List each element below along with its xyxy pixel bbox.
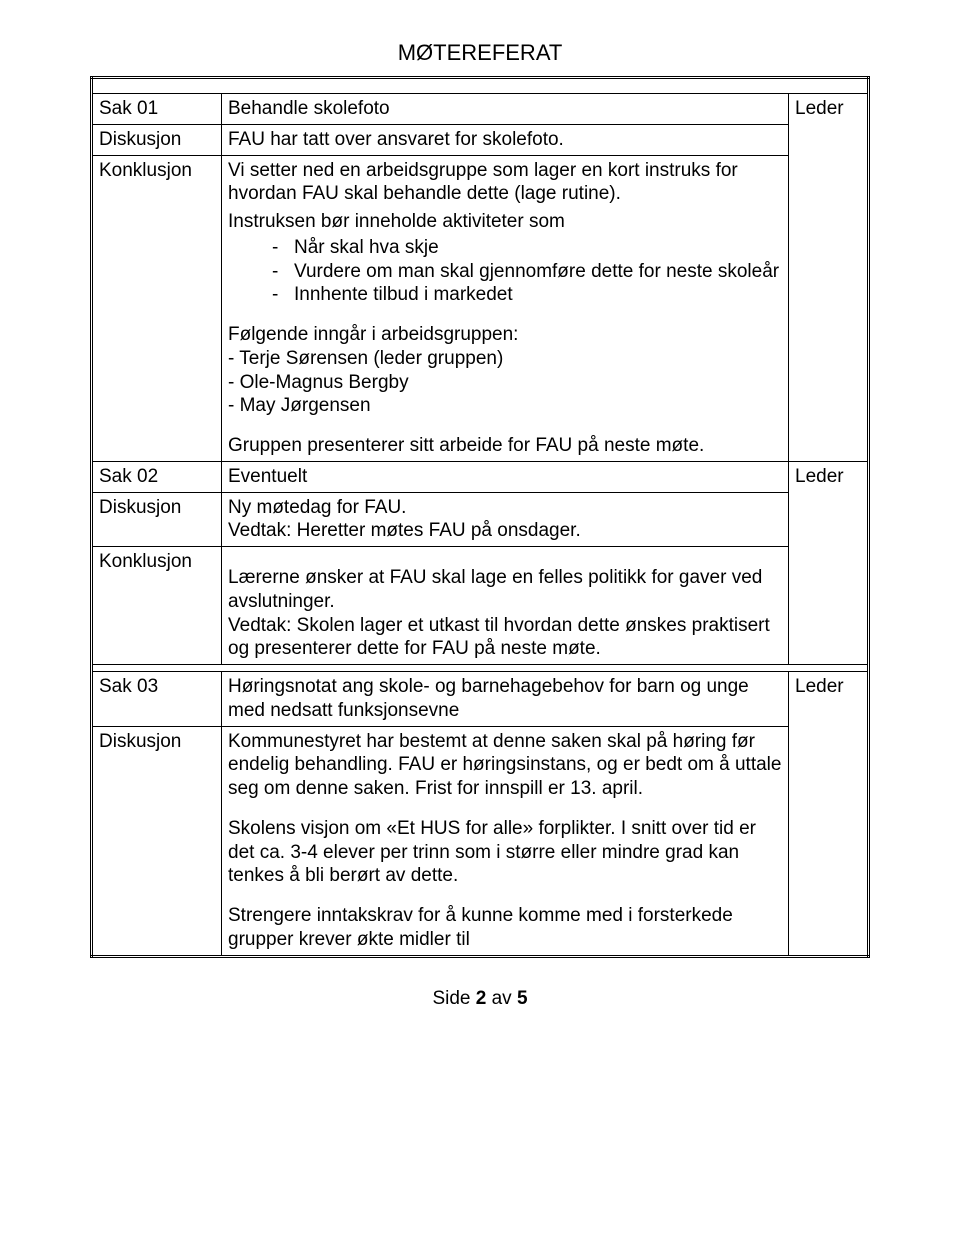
sak01-arbeidsgruppe-item: - Ole-Magnus Bergby	[228, 371, 782, 395]
sak02-diskusjon-label: Diskusjon	[92, 492, 222, 547]
header-spacer	[92, 78, 869, 94]
sak03-diskusjon-p1: Kommunestyret har bestemt at denne saken…	[228, 730, 782, 801]
sak01-bullet: Innhente tilbud i markedet	[272, 283, 782, 307]
sak02-id: Sak 02	[92, 461, 222, 492]
sak02-diskusjon-l1: Ny møtedag for FAU.	[228, 496, 782, 520]
sak03-diskusjon-p3: Strengere inntakskrav for å kunne komme …	[228, 904, 782, 952]
sak01-arbeidsgruppe-item: - May Jørgensen	[228, 394, 782, 418]
sak01-bullet: Vurdere om man skal gjennomføre dette fo…	[272, 260, 782, 284]
footer-av: av	[492, 988, 512, 1009]
sak01-bullet: Når skal hva skje	[272, 236, 782, 260]
document-title: MØTEREFERAT	[90, 40, 870, 66]
sak01-diskusjon-label: Diskusjon	[92, 124, 222, 155]
page-footer: Side 2 av 5	[90, 988, 870, 1010]
minutes-table: Sak 01 Behandle skolefoto Leder Diskusjo…	[90, 76, 870, 958]
sak01-arbeidsgruppe-item: - Terje Sørensen (leder gruppen)	[228, 347, 782, 371]
sak03-id: Sak 03	[92, 672, 222, 727]
sak01-title: Behandle skolefoto	[222, 94, 789, 125]
sak01-leder: Leder	[789, 94, 869, 462]
sak02-konkl-p1: Lærerne ønsker at FAU skal lage en felle…	[228, 566, 782, 614]
sak02-diskusjon-l2: Vedtak: Heretter møtes FAU på onsdager.	[228, 519, 782, 543]
sak02-diskusjon: Ny møtedag for FAU. Vedtak: Heretter møt…	[222, 492, 789, 547]
sak01-bullets: Når skal hva skje Vurdere om man skal gj…	[228, 236, 782, 307]
sak03-title: Høringsnotat ang skole- og barnehagebeho…	[222, 672, 789, 727]
sak02-konklusjon: Lærerne ønsker at FAU skal lage en felle…	[222, 547, 789, 665]
footer-total: 5	[517, 988, 528, 1009]
footer-side: Side	[432, 988, 470, 1009]
sak01-konklusjon-label: Konklusjon	[92, 155, 222, 461]
sak01-konklusjon: Vi setter ned en arbeidsgruppe som lager…	[222, 155, 789, 461]
sak01-arbeidsgruppe-head: Følgende inngår i arbeidsgruppen:	[228, 323, 782, 347]
sak01-id: Sak 01	[92, 94, 222, 125]
sak01-konkl-intro2: Instruksen bør inneholde aktiviteter som	[228, 210, 782, 234]
sak01-diskusjon: FAU har tatt over ansvaret for skolefoto…	[222, 124, 789, 155]
sak02-title: Eventuelt	[222, 461, 789, 492]
footer-page: 2	[476, 988, 487, 1009]
section-spacer	[92, 665, 869, 672]
sak03-diskusjon-label: Diskusjon	[92, 726, 222, 956]
sak02-leder: Leder	[789, 461, 869, 664]
sak03-diskusjon: Kommunestyret har bestemt at denne saken…	[222, 726, 789, 956]
sak01-present: Gruppen presenterer sitt arbeide for FAU…	[228, 434, 782, 458]
sak03-diskusjon-p2: Skolens visjon om «Et HUS for alle» forp…	[228, 817, 782, 888]
sak01-konkl-intro: Vi setter ned en arbeidsgruppe som lager…	[228, 159, 782, 207]
sak02-konkl-p2: Vedtak: Skolen lager et utkast til hvord…	[228, 614, 782, 662]
sak02-konklusjon-label: Konklusjon	[92, 547, 222, 665]
sak03-leder: Leder	[789, 672, 869, 957]
